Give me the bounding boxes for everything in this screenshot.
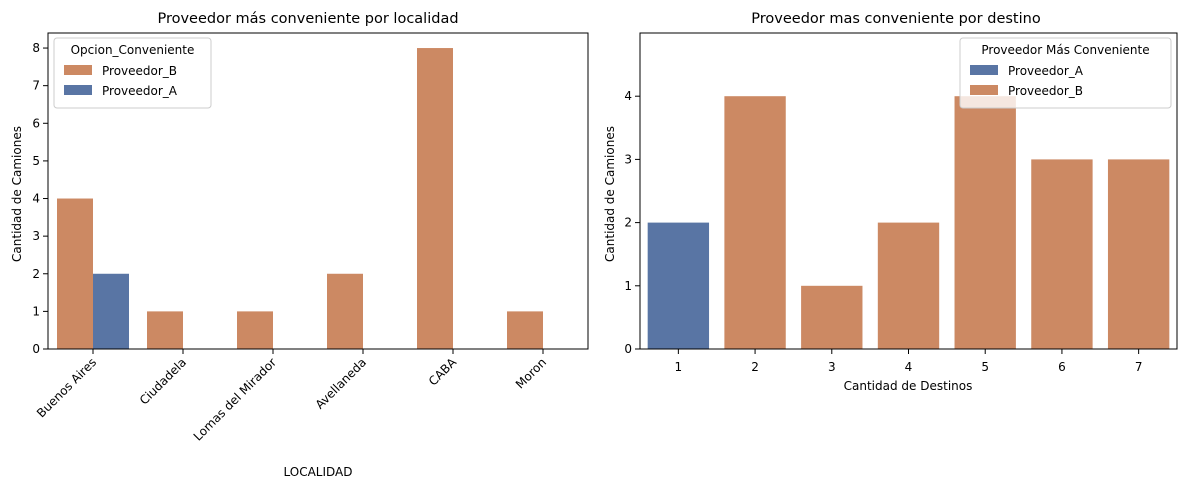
bars <box>647 96 1170 349</box>
bar-proveedor-b-4 <box>877 222 940 349</box>
chart-title: Proveedor mas conveniente por destino <box>751 11 1041 27</box>
legend-label-proveedor-a: Proveedor_A <box>102 84 178 98</box>
chart-title: Proveedor más conveniente por localidad <box>157 11 458 27</box>
bar-proveedor-b-ciudadela <box>147 311 183 349</box>
bar-proveedor-b-3 <box>801 285 863 349</box>
y-tick-label: 2 <box>624 216 632 230</box>
legend-title: Proveedor Más Conveniente <box>981 43 1149 57</box>
bar-proveedor-b-moron <box>507 311 543 349</box>
x-tick-label: Buenos Aires <box>34 355 99 420</box>
x-tick-label: 6 <box>1058 360 1066 374</box>
x-tick-label: CABA <box>426 355 460 389</box>
legend-label-proveedor-a: Proveedor_A <box>1008 64 1084 78</box>
x-tick-label: Ciudadela <box>137 355 189 407</box>
legend-label-proveedor-b: Proveedor_B <box>102 64 177 78</box>
y-tick-label: 5 <box>32 154 40 168</box>
plot-frame <box>639 32 1178 350</box>
legend-title: Opcion_Conveniente <box>71 43 195 57</box>
y-tick-label: 3 <box>624 152 632 166</box>
y-tick-label: 7 <box>32 79 40 93</box>
x-axis-label: LOCALIDAD <box>284 465 353 479</box>
bar-proveedor-b-buenos-aires <box>57 198 93 349</box>
x-tick-label: 2 <box>751 360 759 374</box>
y-tick-label: 8 <box>32 41 40 55</box>
x-ticks: Buenos Aires Ciudadela Lomas del Mirador Av… <box>34 349 549 444</box>
legend: Opcion_Conveniente Proveedor_B Proveedor_A <box>53 37 212 109</box>
bar-proveedor-b-6 <box>1031 159 1093 349</box>
x-ticks: 1 2 3 4 5 6 7 <box>675 349 1143 374</box>
legend-box <box>53 37 212 109</box>
x-tick-label: Moron <box>513 355 549 391</box>
legend-label-proveedor-b: Proveedor_B <box>1008 84 1083 98</box>
y-tick-label: 0 <box>624 342 632 356</box>
bar-proveedor-a-buenos-aires <box>93 273 129 349</box>
x-tick-label: 7 <box>1135 360 1143 374</box>
bar-proveedor-b-avellaneda <box>327 273 363 349</box>
legend-swatch-proveedor-b <box>970 85 998 95</box>
y-tick-label: 2 <box>32 267 40 281</box>
y-axis-label: Cantidad de Camiones <box>10 126 24 262</box>
x-axis-label: Cantidad de Destinos <box>844 379 973 393</box>
x-tick-label: 4 <box>905 360 913 374</box>
y-axis-label: Cantidad de Camiones <box>603 126 617 262</box>
y-tick-label: 4 <box>624 89 632 103</box>
bar-proveedor-b-caba <box>417 48 453 350</box>
legend: Proveedor Más Conveniente Proveedor_A Prov… <box>959 37 1172 109</box>
bar-proveedor-b-5 <box>954 96 1016 349</box>
bar-proveedor-b-lomas-del-mirador <box>237 311 273 349</box>
x-tick-label: 5 <box>981 360 989 374</box>
legend-swatch-proveedor-a <box>64 85 92 95</box>
chart-localidad: Proveedor más conveniente por localidad … <box>10 11 589 479</box>
y-tick-label: 1 <box>624 279 632 293</box>
bar-proveedor-b-2 <box>724 96 786 349</box>
bar-proveedor-b-7 <box>1107 159 1170 349</box>
x-tick-label: 1 <box>675 360 683 374</box>
legend-box <box>959 37 1172 109</box>
bar-proveedor-a-1 <box>647 222 710 349</box>
y-tick-label: 3 <box>32 229 40 243</box>
y-ticks: 0 1 2 3 4 <box>624 89 640 356</box>
legend-swatch-proveedor-b <box>64 65 92 75</box>
x-tick-label: Avellaneda <box>313 355 370 412</box>
legend-swatch-proveedor-a <box>970 65 998 75</box>
y-tick-label: 4 <box>32 192 40 206</box>
y-tick-label: 6 <box>32 116 40 130</box>
y-tick-label: 1 <box>32 304 40 318</box>
y-tick-label: 0 <box>32 342 40 356</box>
plot-frame <box>47 32 589 350</box>
x-tick-label: 3 <box>828 360 836 374</box>
x-tick-label: Lomas del Mirador <box>191 355 279 443</box>
y-ticks: 0 1 2 3 4 5 6 7 8 <box>32 41 48 356</box>
chart-destino: Proveedor mas conveniente por destino Ca… <box>603 11 1178 393</box>
bars <box>57 48 543 350</box>
